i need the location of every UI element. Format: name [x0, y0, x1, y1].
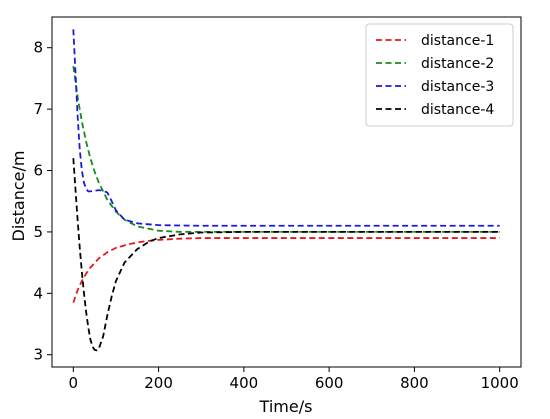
x-tick-label: 200	[144, 374, 173, 392]
y-axis-label: Distance/m	[9, 151, 28, 242]
y-tick-label: 4	[33, 284, 43, 302]
legend-label-distance-2: distance-2	[421, 56, 494, 72]
plot-frame	[51, 16, 522, 368]
legend-box	[365, 23, 514, 127]
y-tick-label: 5	[33, 223, 43, 241]
x-tick-label: 800	[400, 374, 429, 392]
y-tick-label: 8	[33, 39, 43, 57]
series-line-distance-1	[72, 237, 500, 303]
legend-label-distance-4: distance-4	[421, 102, 494, 118]
x-tick-label: 600	[315, 374, 344, 392]
y-tick-label: 7	[33, 100, 43, 118]
plot-area	[72, 29, 500, 352]
axes: 0 200 400 600 800 1000 3 4 5 6 7 8	[33, 16, 522, 392]
x-tick-label: 400	[230, 374, 259, 392]
y-tick-label: 3	[33, 346, 43, 364]
series-line-distance-3	[72, 29, 500, 227]
legend-label-distance-1: distance-1	[421, 33, 494, 49]
x-axis-label: Time/s	[259, 397, 313, 416]
legend: distance-1 distance-2 distance-3 distance-4	[365, 23, 514, 127]
x-tick-label: 0	[69, 374, 79, 392]
x-tick-label: 1000	[481, 374, 519, 392]
series-line-distance-4	[72, 158, 500, 352]
y-tick-label: 6	[33, 162, 43, 180]
legend-label-distance-3: distance-3	[421, 79, 494, 95]
